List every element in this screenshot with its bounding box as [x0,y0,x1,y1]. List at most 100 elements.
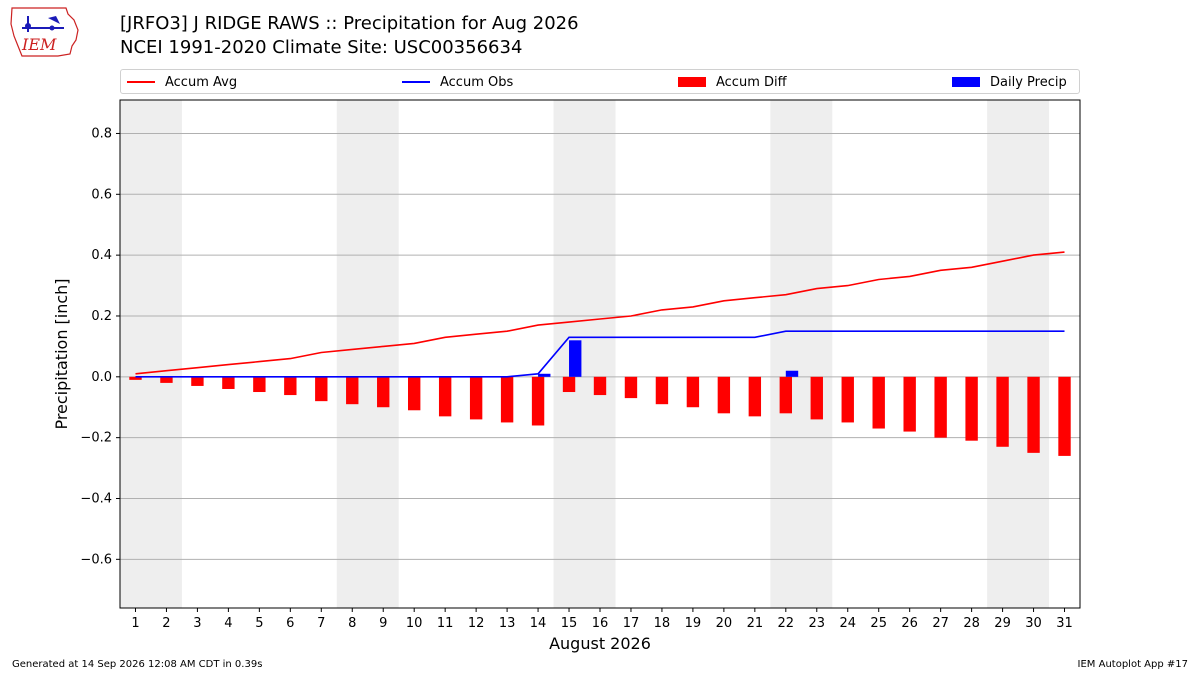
accum-diff-bar [129,376,142,380]
y-tick-label: −0.4 [80,491,112,506]
y-axis-label: Precipitation [inch] [52,278,71,429]
weekend-shade-band [336,100,399,608]
accum-diff-bar [934,376,947,438]
accum-diff-bar [1027,376,1040,453]
accum-diff-bar [253,376,266,393]
x-tick-label: 13 [499,616,516,631]
x-tick-label: 30 [1025,616,1042,631]
x-tick-label: 7 [317,616,325,631]
x-tick-label: 22 [778,616,795,631]
accum-diff-bar [531,376,545,426]
x-tick-label: 12 [468,616,485,631]
x-tick-label: 4 [224,616,232,631]
x-tick-label: 19 [685,616,702,631]
accum-diff-bar [315,376,328,402]
legend-item-accum-obs: Accum Obs [402,73,513,91]
iem-logo: IEM [10,7,79,57]
x-tick-label: 29 [994,616,1011,631]
weekend-shade-band [553,100,616,608]
weekend-shade-band [120,100,182,608]
legend-label-accum-diff: Accum Diff [716,74,787,90]
accum-avg-line [135,251,1065,375]
x-tick-label: 23 [809,616,826,631]
accum-diff-bar [655,376,669,405]
accum-diff-bar [593,376,607,396]
accum-diff-bar [191,376,204,386]
accum-diff-bar [562,376,576,393]
accum-diff-bar [717,376,731,414]
x-tick-label: 28 [963,616,980,631]
accum-diff-bar [408,376,421,411]
x-tick-label: 16 [592,616,609,631]
chart-title: [JRFO3] J RIDGE RAWS :: Precipitation fo… [120,13,579,34]
accum-diff-bar [160,376,173,383]
accum-diff-bar [1058,376,1071,456]
legend-label-accum-avg: Accum Avg [165,74,238,90]
x-tick-label: 8 [348,616,356,631]
x-tick-label: 17 [623,616,640,631]
x-tick-label: 5 [255,616,263,631]
x-tick-label: 25 [870,616,887,631]
accum-diff-bar [222,376,235,389]
x-tick-label: 3 [193,616,201,631]
x-tick-label: 1 [131,616,139,631]
x-tick-label: 27 [932,616,949,631]
legend: Accum Avg Accum Obs Accum Diff Daily Pre… [120,69,1080,94]
accum-diff-bar [500,376,514,423]
y-tick-label: 0.6 [91,187,112,202]
legend-item-accum-diff: Accum Diff [678,73,787,91]
legend-swatch-accum-diff [678,77,706,87]
app-attribution: IEM Autoplot App #17 [1077,659,1188,670]
daily-precip-bar [569,340,582,377]
accum-obs-line [135,330,1065,378]
accum-diff-bar [346,376,359,405]
x-tick-label: 6 [286,616,294,631]
y-tick-label: 0.0 [91,370,112,385]
accum-diff-bar [469,376,483,420]
daily-precip-bar [785,370,799,377]
x-tick-label: 11 [437,616,454,631]
chart-subtitle: NCEI 1991-2020 Climate Site: USC00356634 [120,37,523,58]
x-tick-label: 26 [901,616,918,631]
accum-diff-bar [624,376,638,399]
x-axis-label: August 2026 [549,634,651,653]
weekend-shade-band [987,100,1050,608]
svg-text:IEM: IEM [21,35,57,54]
generated-timestamp: Generated at 14 Sep 2026 12:08 AM CDT in… [12,659,263,670]
accum-diff-bar [377,376,390,408]
accum-diff-bar [779,376,792,414]
y-tick-label: −0.6 [80,552,112,567]
legend-swatch-accum-avg [127,81,155,83]
legend-label-daily-precip: Daily Precip [990,74,1067,90]
accum-diff-bar [872,376,885,429]
accum-diff-bar [810,376,823,420]
x-tick-label: 9 [379,616,387,631]
accum-diff-bar [996,376,1009,447]
y-tick-label: −0.2 [80,431,112,446]
accum-diff-bar [841,376,854,423]
x-tick-label: 31 [1056,616,1073,631]
accum-diff-bar [903,376,916,432]
y-tick-label: 0.2 [91,309,112,324]
daily-precip-bar [538,373,551,377]
x-tick-label: 10 [406,616,423,631]
x-tick-label: 14 [530,616,547,631]
x-tick-label: 24 [839,616,856,631]
accum-diff-bar [438,376,452,417]
y-tick-label: 0.8 [91,126,112,141]
y-tick-label: 0.4 [91,248,112,263]
x-tick-label: 20 [716,616,733,631]
legend-swatch-accum-obs [402,81,430,83]
accum-diff-bar [965,376,978,441]
x-tick-label: 15 [561,616,578,631]
x-tick-label: 2 [162,616,170,631]
legend-swatch-daily-precip [952,77,980,87]
accum-diff-bar [686,376,700,408]
legend-label-accum-obs: Accum Obs [440,74,514,90]
accum-diff-bar [748,376,762,417]
weekend-shade-band [770,100,833,608]
legend-item-daily-precip: Daily Precip [952,73,1067,91]
accum-diff-bar [284,376,297,396]
legend-item-accum-avg: Accum Avg [127,73,237,91]
